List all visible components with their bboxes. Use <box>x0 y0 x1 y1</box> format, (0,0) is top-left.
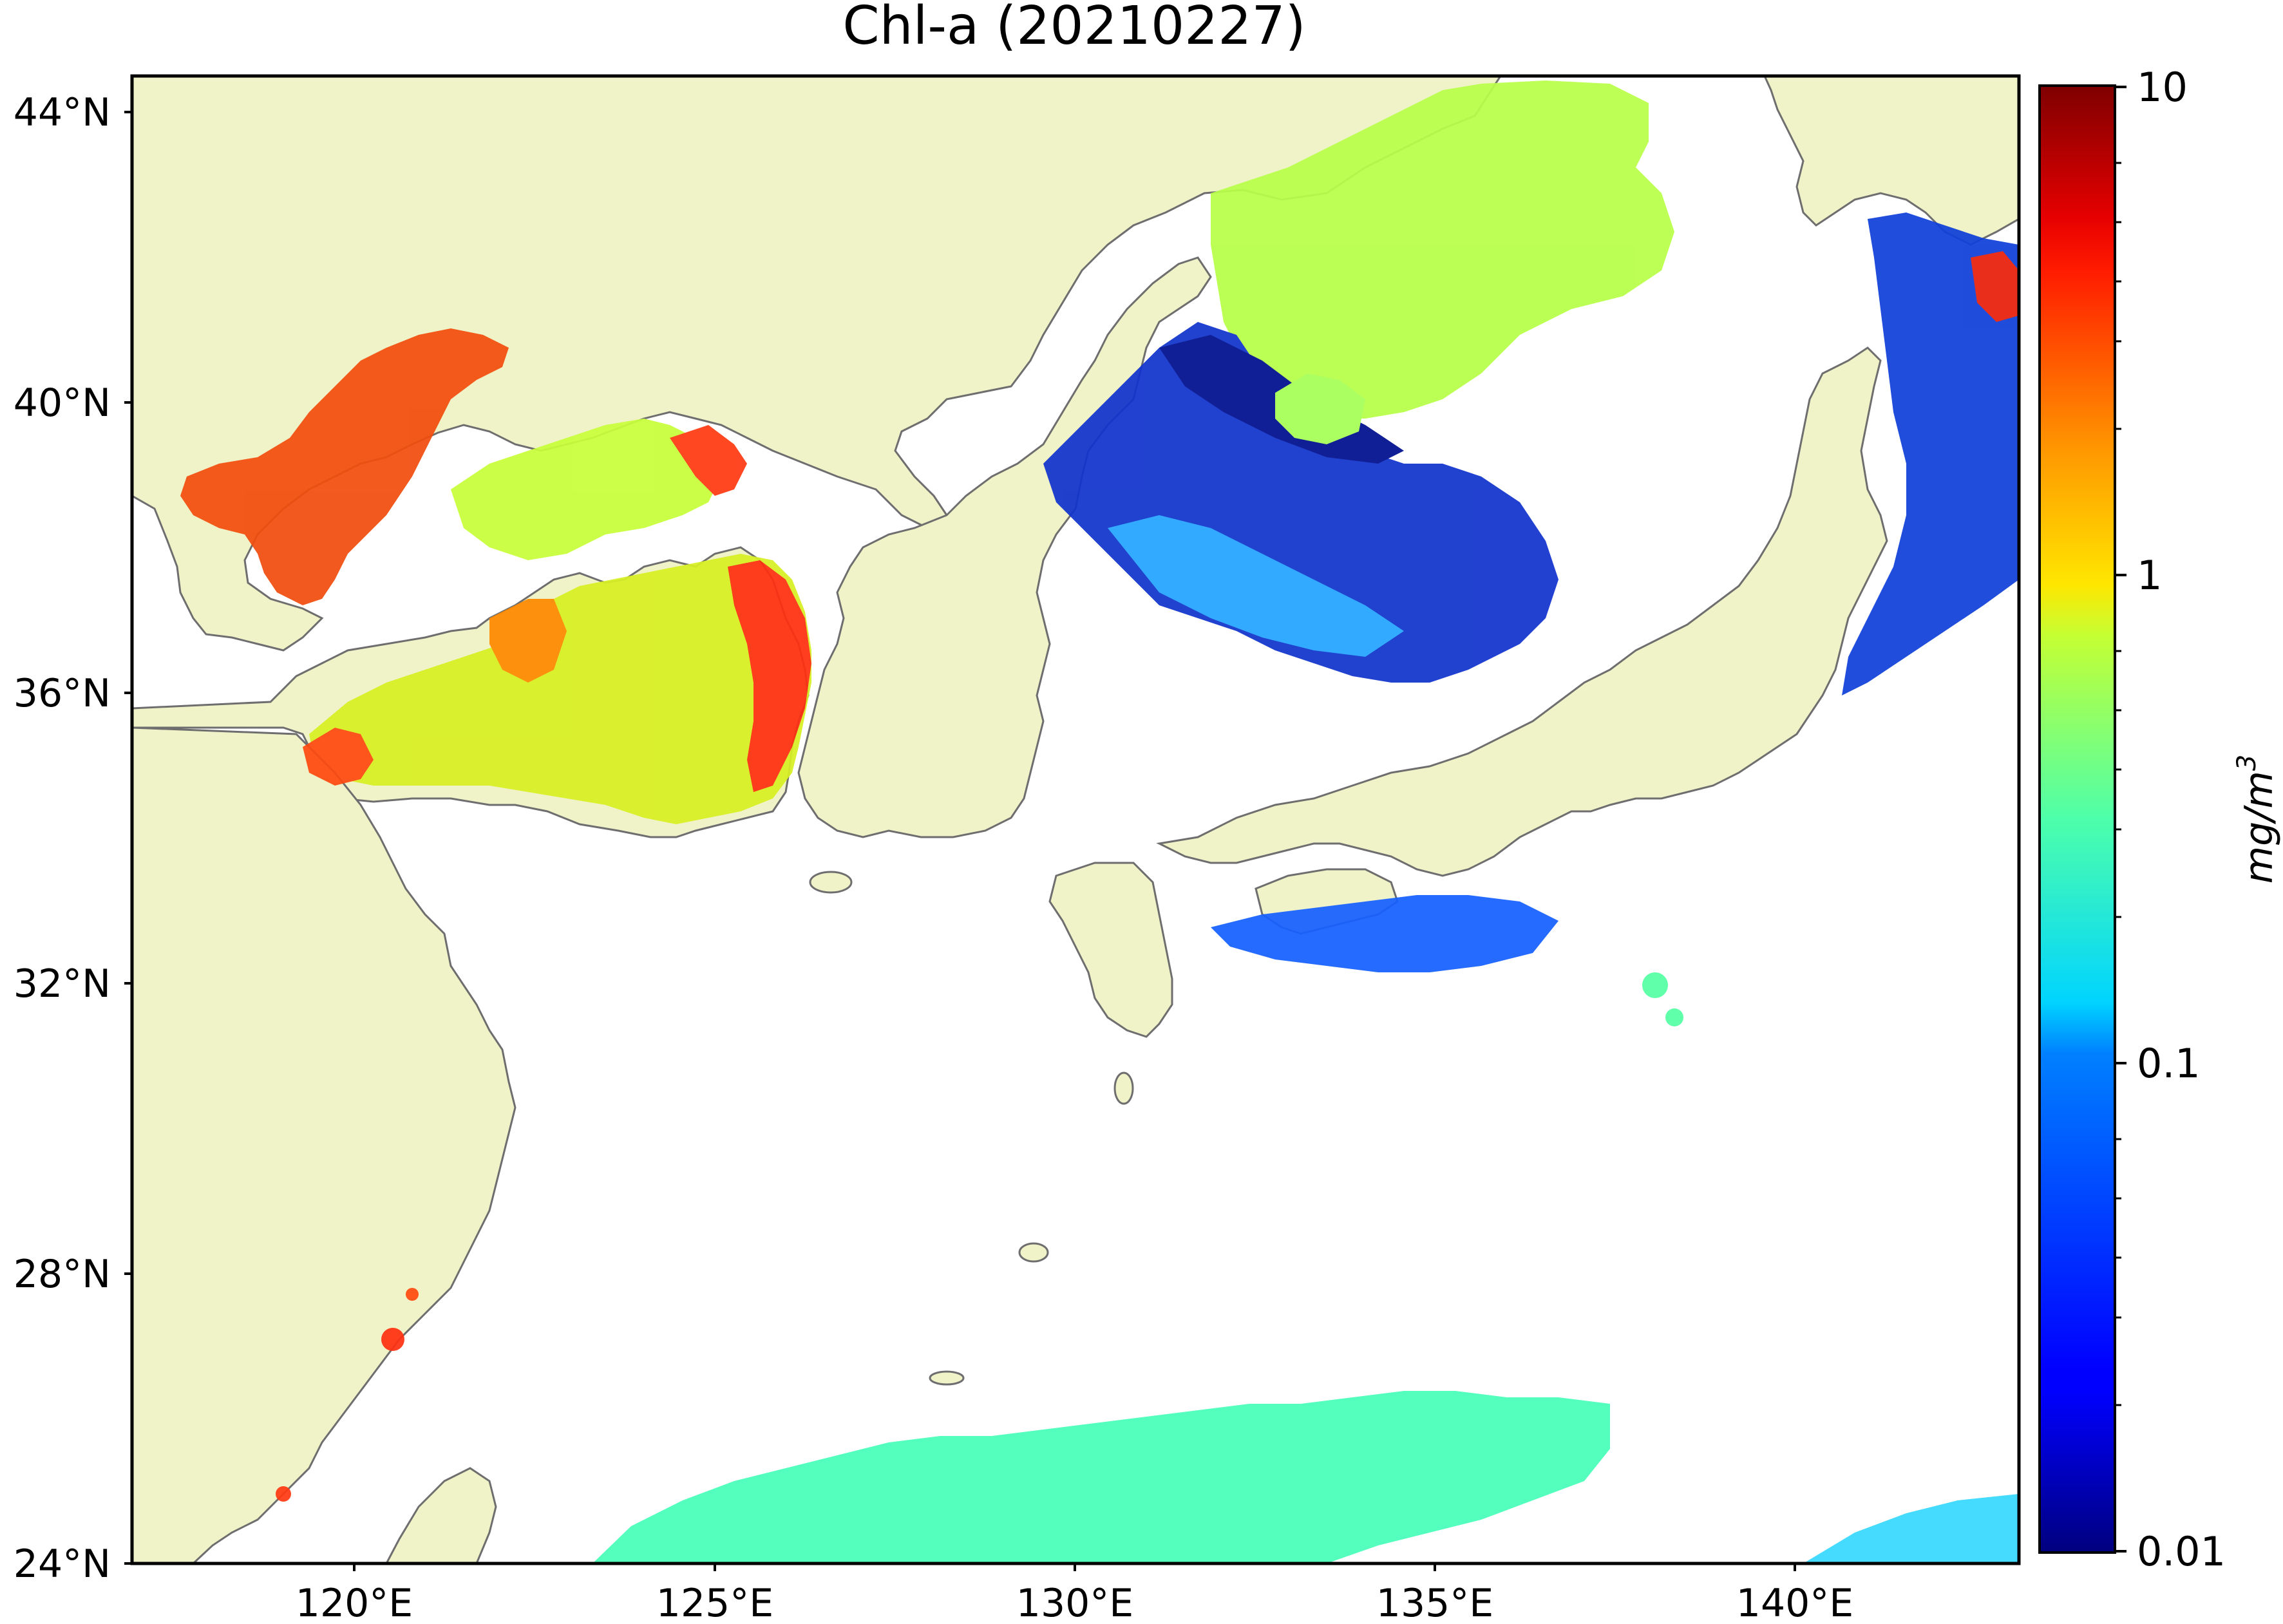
chl-patch-offshore-1 <box>1642 972 1668 998</box>
lon-label-135: 135°E <box>1376 1581 1493 1624</box>
colorbar-label-1: 1 <box>2137 552 2162 599</box>
lat-axis <box>124 111 132 1565</box>
lat-label-24: 24°N <box>14 1542 111 1587</box>
land-mainland-china <box>132 76 1502 652</box>
lon-label-140: 140°E <box>1736 1581 1853 1624</box>
lat-label-40: 40°N <box>14 381 111 426</box>
map-panel <box>132 76 2019 1563</box>
chl-pacific-south <box>592 1391 1610 1563</box>
chl-pacific-east-red <box>1971 251 2019 322</box>
chl-tsushima-green <box>1275 373 1365 444</box>
colorbar-major-ticks <box>2115 86 2127 1553</box>
chl-yellow-sea <box>309 554 811 824</box>
colorbar-tick-labels: 10 1 0.1 0.01 <box>2137 64 2226 1575</box>
lat-labels: 44°N 40°N 36°N 32°N 28°N 24°N <box>14 90 111 1587</box>
chl-sea-of-japan-north <box>1211 80 1674 419</box>
land-honshu <box>1156 346 1888 877</box>
chl-patch-fujian <box>276 1486 291 1502</box>
colorbar-unit-base: mg/m <box>2237 771 2282 883</box>
lon-label-125: 125°E <box>656 1581 773 1624</box>
colorbar-minor-ticks <box>2115 162 2121 1406</box>
chl-patch-zhejiang-2 <box>406 1288 419 1301</box>
lon-labels: 120°E 125°E 130°E 135°E 140°E <box>296 1581 1853 1624</box>
lat-label-28: 28°N <box>14 1252 111 1297</box>
lon-label-130: 130°E <box>1016 1581 1133 1624</box>
colorbar-unit-label: mg/m3 <box>2232 755 2282 884</box>
chl-liaodong-red <box>670 425 747 496</box>
chl-bohai <box>180 328 509 605</box>
lon-axis <box>353 1563 1796 1571</box>
land-amami <box>1018 1242 1049 1263</box>
lat-label-32: 32°N <box>14 961 111 1006</box>
colorbar-label-0-1: 0.1 <box>2137 1040 2201 1087</box>
chl-sea-of-japan-cyan <box>1108 515 1404 657</box>
land-tanegashima <box>1113 1072 1134 1105</box>
land-okinawa <box>929 1370 965 1386</box>
chl-data-layer <box>180 80 2019 1563</box>
chl-yellow-sea-east-red <box>728 560 811 792</box>
land-taiwan <box>385 1467 497 1563</box>
map-title: Chl-a (20210227) <box>842 0 1305 57</box>
colorbar-gradient <box>2038 84 2116 1554</box>
chl-liaodong-bay <box>451 419 721 560</box>
colorbar: 10 1 0.1 0.01 mg/m3 <box>2038 64 2282 1575</box>
chl-patch-zhejiang-1 <box>381 1328 404 1351</box>
land-jeju <box>809 871 853 894</box>
land-kyushu <box>1048 862 1173 1038</box>
chl-pacific-south-east <box>1803 1494 2019 1563</box>
lat-label-44: 44°N <box>14 90 111 135</box>
lat-label-36: 36°N <box>14 671 111 716</box>
colorbar-label-10: 10 <box>2137 64 2188 111</box>
colorbar-unit-exp: 3 <box>2232 755 2262 771</box>
chl-yellow-sea-west-red <box>303 728 374 786</box>
colorbar-label-0-01: 0.01 <box>2137 1528 2226 1575</box>
chl-yellow-sea-core-orange <box>489 599 567 683</box>
chl-south-honshu <box>1211 895 1558 972</box>
lon-label-120: 120°E <box>296 1581 413 1624</box>
land-hokkaido <box>1763 76 2019 246</box>
chl-patch-offshore-2 <box>1665 1008 1683 1026</box>
chl-pacific-east <box>1842 212 2019 695</box>
